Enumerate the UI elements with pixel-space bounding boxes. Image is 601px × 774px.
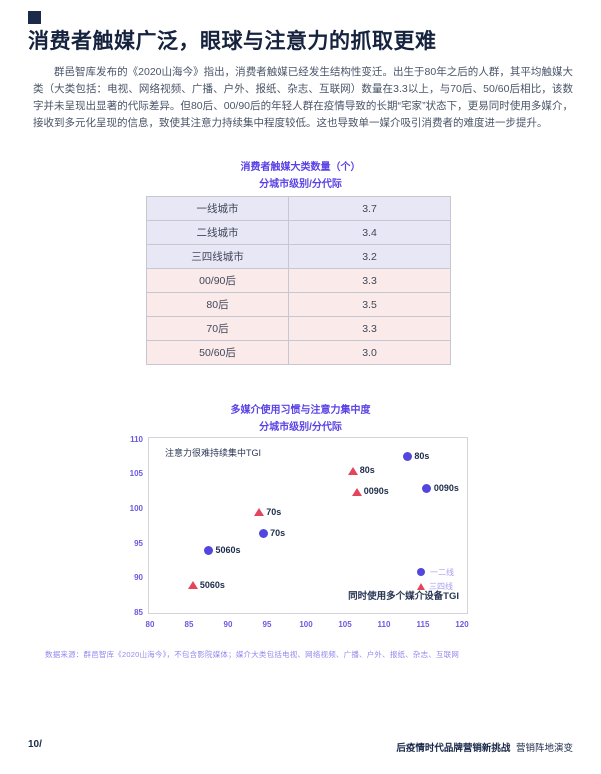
table-row: 三四线城市 3.2 — [146, 244, 451, 269]
table-title: 消费者触媒大类数量（个） 分城市级别/分代际 — [0, 159, 601, 193]
triangle-marker — [254, 508, 265, 517]
point-label: 0090s — [363, 486, 389, 497]
row-value: 3.3 — [288, 316, 451, 341]
legend-label: 三四线 — [429, 581, 453, 591]
footer-title-regular: 营销阵地演变 — [515, 743, 573, 754]
footer-report-title: 后疫情时代品牌营销新挑战 营销阵地演变 — [396, 740, 573, 754]
x-axis-tick: 80 — [145, 620, 155, 629]
point-label: 80s — [359, 465, 375, 476]
x-axis-tick: 110 — [377, 620, 391, 629]
row-label: 70后 — [146, 316, 289, 341]
table-row: 70后 3.3 — [146, 316, 451, 341]
legend-label: 一二线 — [430, 567, 454, 577]
x-axis-tick: 90 — [223, 620, 233, 629]
y-axis-tick: 95 — [134, 538, 143, 548]
point-label: 0090s — [433, 482, 459, 493]
y-axis-tick: 110 — [130, 434, 143, 444]
row-label: 00/90后 — [146, 268, 289, 293]
page-title: 消费者触媒广泛，眼球与注意力的抓取更难 — [28, 30, 437, 53]
x-axis-tick: 95 — [262, 620, 272, 629]
legend-triangle-marker-icon — [417, 582, 425, 590]
y-axis-tick: 105 — [129, 469, 143, 479]
triangle-marker — [187, 581, 198, 590]
table-title-line2: 分城市级别/分代际 — [259, 179, 342, 190]
triangle-marker — [351, 487, 362, 496]
point-label: 80s — [414, 451, 430, 462]
circle-marker — [204, 546, 213, 556]
row-value: 3.7 — [288, 196, 451, 221]
data-source-note: 数据来源：群邑智库《2020山海今》，不包含影院媒体；媒介大类包括电视、网络视频… — [45, 650, 460, 659]
table-row: 二线城市 3.4 — [146, 220, 451, 245]
chart-title-line1: 多媒介使用习惯与注意力集中度 — [230, 405, 371, 416]
x-axis-tick: 85 — [184, 620, 194, 629]
circle-marker — [402, 452, 412, 462]
table-row: 80后 3.5 — [146, 292, 451, 317]
table-row: 一线城市 3.7 — [146, 196, 451, 221]
title-accent-square — [28, 11, 41, 24]
page-number: 10/ — [28, 739, 42, 750]
table-title-line1: 消费者触媒大类数量（个） — [240, 162, 361, 173]
circle-marker — [422, 483, 432, 493]
x-axis-tick: 105 — [338, 620, 352, 629]
chart-legend: 一二线 三四线 — [417, 565, 454, 593]
triangle-marker — [347, 466, 358, 475]
legend-entry: 三四线 — [417, 579, 454, 593]
row-value: 3.3 — [288, 268, 451, 293]
table-row: 00/90后 3.3 — [146, 268, 451, 293]
row-label: 二线城市 — [146, 220, 289, 245]
circle-marker — [258, 528, 268, 538]
point-label: 5060s — [199, 579, 225, 590]
y-axis-tick: 90 — [134, 573, 143, 583]
point-label: 70s — [270, 527, 286, 538]
x-axis-tick: 120 — [455, 620, 469, 629]
x-axis-tick: 100 — [299, 620, 313, 629]
row-value: 3.0 — [288, 340, 451, 365]
y-axis-tick: 85 — [134, 608, 143, 617]
media-categories-table: 一线城市 3.7 二线城市 3.4 三四线城市 3.2 00/90后 3.3 80后 3.5 70后… — [146, 196, 451, 365]
scatter-plot-area: 注意力很难持续集中TGI 同时使用多个媒介设备TGI 一二线三四线 110 105… — [130, 435, 469, 630]
row-value: 3.2 — [288, 244, 451, 269]
row-label: 一线城市 — [146, 196, 289, 221]
row-label: 80后 — [146, 292, 289, 317]
media-table-body: 一线城市 3.7 二线城市 3.4 三四线城市 3.2 00/90后 3.3 80后 3.5 70后… — [146, 196, 451, 365]
row-value: 3.4 — [288, 220, 451, 245]
row-label: 50/60后 — [146, 340, 289, 365]
y-axis-inplot-label: 注意力很难持续集中TGI — [165, 448, 261, 458]
table-row: 50/60后 3.0 — [146, 340, 451, 365]
legend-circle-marker-icon — [417, 568, 425, 576]
point-label: 70s — [266, 506, 282, 517]
y-axis-tick: 100 — [129, 503, 143, 513]
chart-title: 多媒介使用习惯与注意力集中度 分城市级别/分代际 — [0, 402, 601, 436]
row-label: 三四线城市 — [146, 244, 289, 269]
x-axis-inplot-label: 同时使用多个媒介设备TGI — [348, 591, 459, 602]
chart-title-line2: 分城市级别/分代际 — [259, 422, 342, 433]
intro-paragraph: 群邑智库发布的《2020山海今》指出，消费者触媒已经发生结构性变迁。出生于80年… — [33, 66, 573, 129]
point-label: 5060s — [215, 545, 241, 556]
x-axis-tick: 115 — [416, 620, 430, 629]
footer-title-bold: 后疫情时代品牌营销新挑战 — [396, 743, 511, 754]
legend-entry: 一二线 — [417, 565, 454, 579]
row-value: 3.5 — [288, 292, 451, 317]
